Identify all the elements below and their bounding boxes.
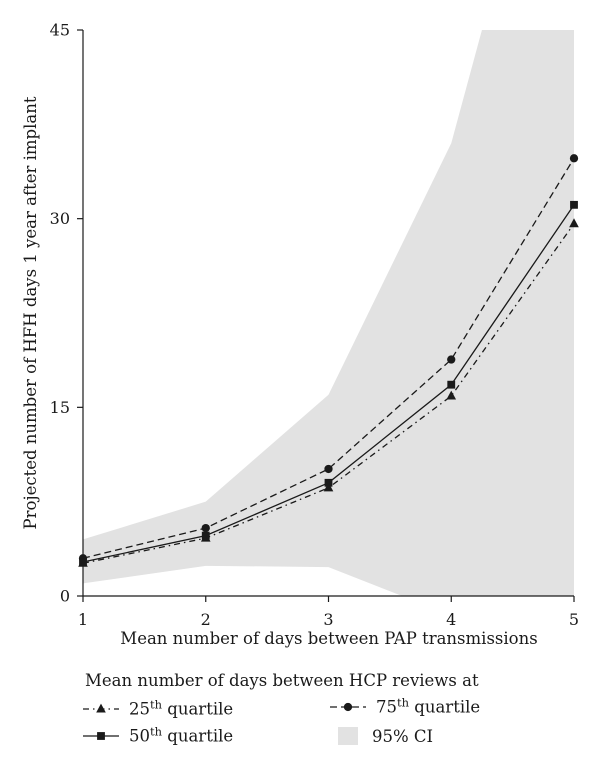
- series-point-25-3: [323, 482, 334, 492]
- series-point-50-2: [201, 531, 210, 540]
- legend-title: Mean number of days between HCP reviews …: [85, 671, 479, 690]
- series-line-25: [82, 223, 575, 564]
- series-point-75-4: [447, 355, 456, 364]
- y-axis-label: Projected number of HFH days 1 year afte…: [21, 96, 40, 529]
- y-tick-label: 30: [50, 209, 70, 228]
- y-tick-label: 15: [50, 398, 70, 417]
- x-tick-label: 1: [78, 610, 88, 629]
- series-point-75-3: [324, 464, 333, 474]
- legend-label: 25th quartile: [129, 698, 233, 719]
- legend-swatch-ci: [338, 727, 358, 745]
- legend-swatch-marker: [96, 703, 106, 713]
- plot-area: [78, 30, 579, 596]
- x-tick-label: 4: [446, 610, 456, 629]
- x-tick-label: 5: [569, 610, 579, 629]
- legend-item-50: 50th quartile: [83, 725, 233, 746]
- x-axis-label: Mean number of days between PAP transmis…: [120, 629, 537, 648]
- series-point-75-2: [201, 523, 210, 533]
- x-tick-label: 2: [201, 610, 211, 629]
- series-point-75-5: [569, 154, 579, 163]
- legend: Mean number of days between HCP reviews …: [83, 671, 480, 746]
- series-point-50-4: [447, 380, 456, 389]
- series-point-50-3: [324, 478, 333, 487]
- y-tick-label: 0: [60, 587, 70, 606]
- legend-item-25: 25th quartile: [83, 698, 233, 719]
- legend-label: 95% CI: [372, 727, 433, 746]
- legend-label: 75th quartile: [376, 696, 480, 717]
- x-tick-label: 3: [323, 610, 333, 629]
- series-point-25-5: [569, 218, 579, 228]
- legend-item-ci: 95% CI: [338, 727, 433, 746]
- series-point-50-5: [570, 200, 578, 209]
- legend-label: 50th quartile: [129, 725, 233, 746]
- ci-band: [83, 30, 574, 596]
- legend-swatch-marker: [97, 732, 105, 740]
- series-point-25-4: [446, 390, 457, 400]
- legend-swatch-marker: [343, 702, 353, 712]
- y-tick-label: 45: [50, 21, 70, 40]
- legend-item-75: 75th quartile: [330, 696, 480, 717]
